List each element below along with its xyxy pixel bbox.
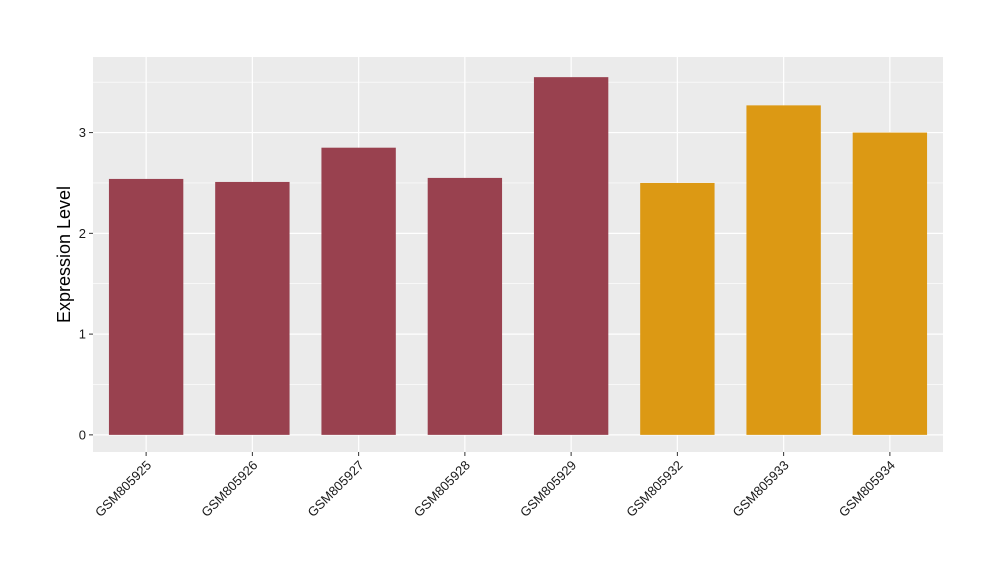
bar-gsm805927 bbox=[321, 147, 396, 435]
y-axis-title: Expression Level bbox=[54, 186, 74, 323]
y-tick-label: 2 bbox=[79, 226, 86, 241]
x-tick-label: GSM805927 bbox=[305, 458, 367, 520]
bar-gsm805925 bbox=[108, 178, 184, 435]
bar-gsm805933 bbox=[746, 105, 821, 435]
y-tick-label: 0 bbox=[79, 427, 86, 442]
x-tick-label: GSM805929 bbox=[517, 458, 579, 520]
x-tick-label: GSM805928 bbox=[411, 458, 473, 520]
x-tick-label: GSM805932 bbox=[623, 458, 685, 520]
bar-gsm805932 bbox=[640, 182, 715, 435]
bar-gsm805928 bbox=[427, 177, 503, 435]
bars bbox=[108, 77, 928, 435]
y-axis: 0 1 2 3 bbox=[79, 125, 93, 442]
x-tick-label: GSM805933 bbox=[730, 458, 792, 520]
x-tick-label: GSM805934 bbox=[836, 458, 898, 520]
y-tick-label: 1 bbox=[79, 327, 86, 342]
bar-gsm805934 bbox=[852, 132, 928, 435]
x-axis: GSM805925 GSM805926 GSM805927 GSM805928 GSM8… bbox=[92, 452, 898, 520]
x-tick-label: GSM805926 bbox=[198, 458, 260, 520]
x-tick-label: GSM805925 bbox=[92, 458, 154, 520]
bar-gsm805929 bbox=[533, 77, 609, 435]
y-tick-label: 3 bbox=[79, 125, 86, 140]
bar-gsm805926 bbox=[215, 181, 290, 435]
